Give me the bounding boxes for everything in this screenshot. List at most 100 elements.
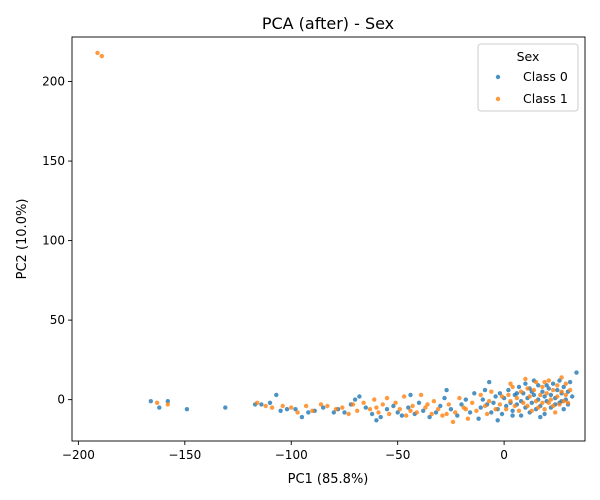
- point-class-0-65: [516, 384, 522, 390]
- point-class-1-28: [404, 413, 409, 418]
- point-class-1-62: [525, 403, 530, 409]
- point-class-0-20: [352, 397, 358, 402]
- point-class-0-29: [399, 413, 405, 418]
- point-class-1-94: [444, 411, 449, 417]
- point-class-1-56: [512, 403, 517, 409]
- point-class-0-38: [442, 395, 447, 401]
- point-class-0-25: [378, 414, 383, 420]
- point-class-1-17: [350, 402, 356, 407]
- y-axis-ticks: 0 50 100 150 200: [42, 75, 72, 407]
- point-class-1-34: [431, 399, 437, 404]
- point-class-0-91: [557, 378, 562, 383]
- point-class-1-4: [255, 400, 260, 405]
- x-tick-label: −200: [62, 448, 95, 462]
- legend-title: Sex: [517, 49, 540, 64]
- point-class-0-0: [148, 399, 153, 404]
- point-class-1-87: [563, 381, 568, 386]
- point-class-1-20: [367, 407, 373, 412]
- point-class-0-15: [321, 405, 326, 410]
- point-class-0-8: [274, 392, 279, 398]
- plot-frame: [71, 36, 586, 442]
- point-class-1-29: [410, 403, 415, 409]
- point-class-1-76: [548, 397, 554, 402]
- point-class-1-95: [463, 407, 468, 412]
- point-class-0-60: [506, 387, 511, 393]
- point-class-0-53: [491, 400, 496, 405]
- point-class-1-91: [384, 395, 390, 401]
- point-class-1-74: [546, 400, 551, 405]
- point-class-1-30: [414, 410, 419, 415]
- point-class-0-59: [504, 403, 509, 409]
- point-class-0-79: [540, 389, 545, 394]
- point-class-0-33: [416, 400, 422, 405]
- legend-label-class-1: Class 1: [523, 91, 568, 106]
- point-class-0-42: [459, 402, 464, 407]
- point-class-1-31: [418, 392, 424, 398]
- point-class-1-78: [550, 387, 556, 393]
- point-class-0-41: [455, 413, 460, 418]
- y-tick-label: 100: [42, 234, 65, 248]
- point-class-1-16: [346, 411, 351, 417]
- point-class-0-93: [561, 407, 566, 412]
- point-class-1-90: [374, 405, 379, 410]
- point-class-1-89: [567, 387, 573, 393]
- point-class-0-52: [489, 410, 494, 415]
- point-class-1-39: [453, 410, 458, 415]
- point-class-0-27: [391, 403, 396, 409]
- point-class-0-102: [538, 414, 543, 420]
- point-class-1-14: [333, 407, 339, 412]
- y-axis-label: PC2 (10.0%): [15, 199, 30, 280]
- y-tick-label: 200: [42, 75, 65, 89]
- point-class-1-86: [563, 392, 568, 398]
- y-tick-label: 50: [50, 313, 65, 327]
- point-class-1-51: [499, 394, 505, 399]
- point-class-1-53: [506, 392, 511, 398]
- point-class-1-27: [401, 394, 407, 399]
- point-class-1-50: [497, 402, 503, 407]
- point-class-0-4: [223, 405, 228, 410]
- point-class-0-45: [472, 391, 477, 396]
- point-class-0-43: [463, 397, 468, 402]
- point-class-1-54: [508, 399, 513, 404]
- point-class-1-55: [510, 384, 515, 390]
- point-class-0-98: [570, 394, 575, 399]
- point-class-0-7: [267, 400, 273, 405]
- point-class-0-36: [433, 410, 439, 415]
- point-class-1-45: [478, 392, 483, 398]
- point-class-1-43: [470, 400, 475, 405]
- x-axis-ticks: −200 −150 −100 −50 0: [62, 441, 508, 462]
- point-class-0-34: [421, 408, 426, 413]
- point-class-1-68: [536, 405, 541, 410]
- point-class-1-82: [557, 402, 562, 407]
- point-class-0-18: [342, 410, 347, 415]
- legend-box: [477, 43, 579, 112]
- point-class-1-60: [521, 400, 526, 405]
- point-class-0-94: [561, 384, 566, 390]
- point-class-0-51: [487, 379, 492, 385]
- point-class-1-65: [531, 387, 537, 393]
- point-class-1-8: [289, 405, 294, 410]
- point-class-1-64: [529, 408, 534, 413]
- point-class-0-105: [510, 413, 515, 418]
- point-class-0-30: [406, 405, 411, 410]
- point-class-0-21: [357, 394, 362, 399]
- point-class-1-70: [540, 400, 545, 405]
- point-class-0-54: [493, 394, 498, 399]
- point-class-1-84: [559, 375, 564, 380]
- point-class-0-49: [482, 387, 488, 393]
- chart-title: PCA (after) - Sex: [262, 14, 394, 33]
- plot-points: [95, 50, 579, 425]
- point-class-0-40: [448, 407, 454, 412]
- point-class-1-92: [408, 408, 413, 413]
- point-class-1-80: [555, 394, 560, 399]
- point-class-1-22: [376, 410, 381, 415]
- point-class-0-47: [478, 405, 483, 410]
- point-class-1-52: [504, 407, 509, 412]
- x-tick-label: −150: [168, 448, 201, 462]
- point-class-1-67: [533, 379, 539, 385]
- point-class-0-89: [555, 387, 560, 393]
- point-class-1-25: [393, 400, 398, 405]
- x-axis-label: PC1 (85.8%): [288, 472, 369, 487]
- point-class-1-83: [559, 389, 564, 394]
- y-tick-label: 0: [57, 393, 65, 407]
